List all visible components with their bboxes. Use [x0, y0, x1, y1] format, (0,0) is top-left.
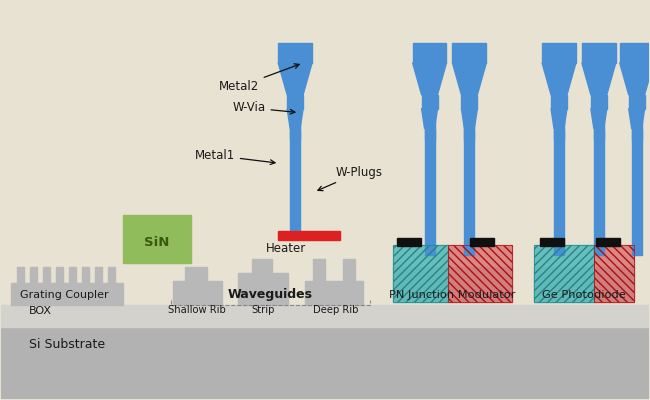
Polygon shape [619, 63, 650, 95]
Bar [393, 266, 512, 302]
Bar [11, 284, 123, 305]
Bar [287, 95, 303, 109]
Bar [594, 99, 604, 255]
Bar [290, 99, 300, 231]
Bar [594, 245, 634, 302]
Bar [554, 99, 564, 255]
Polygon shape [551, 109, 567, 128]
Polygon shape [413, 63, 447, 95]
Polygon shape [462, 109, 477, 128]
Text: Grating Coupler: Grating Coupler [20, 290, 109, 300]
Bar [1, 305, 649, 327]
Bar [554, 128, 564, 140]
Bar [452, 43, 486, 63]
Text: Deep Rib: Deep Rib [313, 305, 359, 315]
Text: Strip: Strip [252, 305, 275, 315]
Bar [582, 43, 616, 63]
Bar [239, 274, 288, 305]
Text: Heater: Heater [266, 242, 306, 255]
Text: Metal1: Metal1 [194, 149, 275, 164]
Bar [252, 258, 272, 274]
Bar [534, 245, 594, 302]
Bar [462, 95, 477, 109]
Bar [313, 258, 325, 282]
Bar [619, 43, 650, 63]
Bar [123, 215, 190, 262]
Text: W-Plugs: W-Plugs [318, 166, 383, 191]
Bar [290, 128, 300, 140]
Bar [542, 43, 576, 63]
Text: Waveguides: Waveguides [227, 288, 313, 301]
Bar [56, 266, 63, 284]
Bar [1, 327, 649, 399]
Polygon shape [452, 63, 486, 95]
Bar [551, 95, 567, 109]
Text: SiN: SiN [144, 236, 170, 249]
Bar [173, 282, 222, 305]
Bar [185, 266, 207, 282]
Bar [591, 95, 607, 109]
Bar [108, 266, 115, 284]
Bar [424, 128, 435, 140]
Bar [69, 266, 76, 284]
Bar [596, 238, 619, 246]
Bar [82, 266, 89, 284]
Text: PN Junction Modulator: PN Junction Modulator [389, 290, 515, 300]
Bar [396, 238, 421, 246]
Bar [18, 266, 24, 284]
Bar [464, 99, 474, 255]
Bar [422, 95, 437, 109]
Polygon shape [542, 63, 576, 95]
Bar [632, 128, 642, 140]
Text: Ge Photodiode: Ge Photodiode [542, 290, 626, 300]
Bar [534, 245, 594, 302]
Bar [632, 99, 642, 255]
Bar [413, 43, 447, 63]
Bar [305, 282, 363, 305]
Bar [31, 266, 37, 284]
Bar [540, 238, 564, 246]
Text: Si Substrate: Si Substrate [29, 338, 105, 352]
Polygon shape [591, 109, 607, 128]
Bar [448, 245, 512, 302]
Text: Shallow Rib: Shallow Rib [168, 305, 226, 315]
Bar [43, 266, 50, 284]
Bar [278, 43, 312, 63]
Bar [629, 95, 645, 109]
Bar [278, 231, 340, 240]
Text: Metal2: Metal2 [218, 64, 299, 93]
Polygon shape [278, 63, 312, 95]
Text: W-Via: W-Via [233, 101, 295, 114]
Bar [534, 266, 634, 302]
Polygon shape [422, 109, 437, 128]
Bar [471, 238, 494, 246]
Bar [424, 99, 435, 255]
Bar [464, 128, 474, 140]
Polygon shape [287, 109, 303, 128]
Bar [393, 245, 448, 302]
Bar [95, 266, 102, 284]
Bar [343, 258, 355, 282]
Polygon shape [629, 109, 645, 128]
Polygon shape [582, 63, 616, 95]
Text: BOX: BOX [29, 306, 52, 316]
Bar [594, 245, 634, 302]
Bar [594, 128, 604, 140]
Bar [448, 245, 512, 302]
Bar [393, 245, 448, 302]
